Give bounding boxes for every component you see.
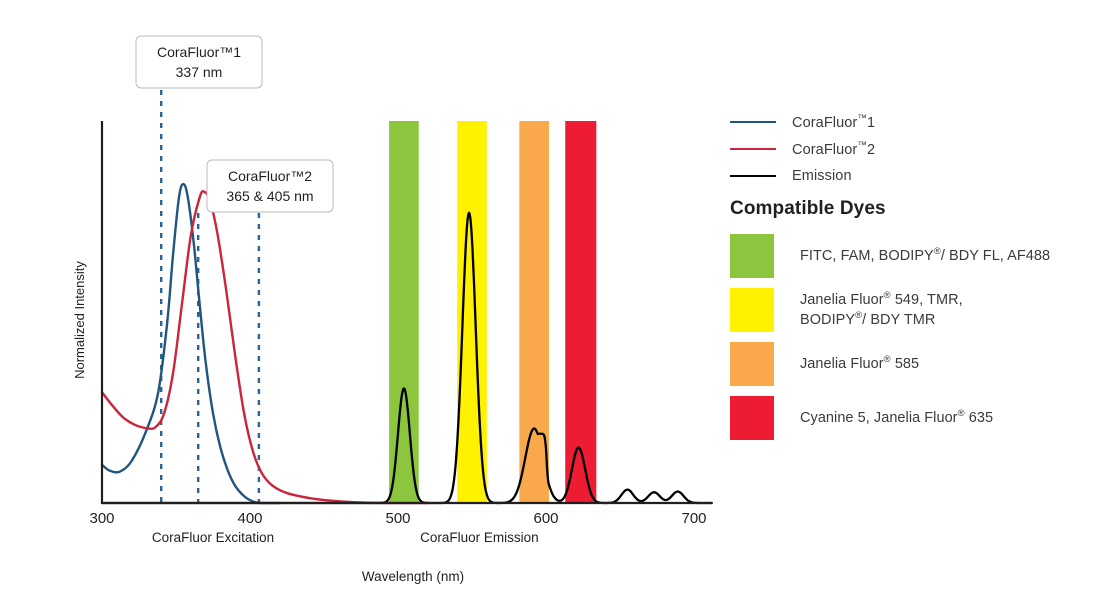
x-tick-600: 600 xyxy=(533,510,558,527)
curve-corafluor1 xyxy=(100,182,281,505)
legend-label-corafluor1: CoraFluor™1 xyxy=(792,112,876,131)
curve-corafluor2 xyxy=(100,190,429,505)
compatible-dyes-heading: Compatible Dyes xyxy=(730,198,886,219)
dye-label-green: FITC, FAM, BODIPY®/ BDY FL, AF488 xyxy=(800,245,1051,264)
x-tick-300: 300 xyxy=(89,510,114,527)
spectra-chart: 300 400 500 600 700 CoraFluor Excitation Cora… xyxy=(72,35,713,584)
green-band xyxy=(389,121,419,504)
dye-row-green: FITC, FAM, BODIPY®/ BDY FL, AF488 xyxy=(728,234,1110,278)
dye-swatch-orange xyxy=(730,342,774,386)
legend-row-emission: Emission xyxy=(730,162,1100,189)
orange-band xyxy=(519,121,549,504)
legend-panel: CoraFluor™1 CoraFluor™2 Emission Compatibl… xyxy=(728,0,1110,612)
corafluor2-callout-box xyxy=(206,159,334,213)
marker-lines xyxy=(159,90,261,503)
corafluor1-callout: CoraFluor™1 337 nm xyxy=(135,35,263,89)
corafluor1-callout-line1: CoraFluor™1 xyxy=(157,44,241,60)
x-tick-700: 700 xyxy=(681,510,706,527)
dye-swatch-red xyxy=(730,396,774,440)
axis-tick-labels: 300 400 500 600 700 xyxy=(89,510,706,527)
corafluor2-callout-line1: CoraFluor™2 xyxy=(228,168,312,184)
region-caption-excitation: CoraFluor Excitation xyxy=(152,530,274,545)
yellow-band xyxy=(457,121,487,504)
x-tick-500: 500 xyxy=(385,510,410,527)
x-tick-400: 400 xyxy=(237,510,262,527)
region-caption-emission: CoraFluor Emission xyxy=(420,530,539,545)
dye-label-red: Cyanine 5, Janelia Fluor® 635 xyxy=(800,407,994,426)
series-legend: CoraFluor™1 CoraFluor™2 Emission xyxy=(730,108,1100,189)
color-bands xyxy=(389,121,597,504)
corafluor2-callout: CoraFluor™2 365 & 405 nm xyxy=(206,159,334,213)
legend-line-swatch-corafluor1 xyxy=(730,120,776,123)
legend-row-corafluor1: CoraFluor™1 xyxy=(730,108,1100,135)
dye-row-yellow: Janelia Fluor® 549, TMR, BODIPY®/ BDY TMR xyxy=(728,288,1110,332)
corafluor1-callout-box xyxy=(135,35,263,89)
dye-row-orange: Janelia Fluor® 585 xyxy=(728,342,1110,386)
dye-swatch-green xyxy=(730,234,774,278)
legend-line-swatch-emission xyxy=(730,174,776,177)
chart-area: 300 400 500 600 700 CoraFluor Excitation Cora… xyxy=(72,35,713,584)
red-band xyxy=(565,121,597,504)
x-axis-title: Wavelength (nm) xyxy=(362,569,464,584)
callouts: CoraFluor™1 337 nm CoraFluor™2 365 & 405 nm xyxy=(135,35,334,213)
dye-label-yellow: Janelia Fluor® 549, TMR, BODIPY®/ BDY TMR xyxy=(800,289,963,328)
region-captions: CoraFluor Excitation CoraFluor Emission xyxy=(152,530,539,545)
legend-line-swatch-corafluor2 xyxy=(730,147,776,150)
legend-row-corafluor2: CoraFluor™2 xyxy=(730,135,1100,162)
corafluor1-callout-line2: 337 nm xyxy=(176,64,223,80)
compatible-dyes-list: FITC, FAM, BODIPY®/ BDY FL, AF488 Janelia… xyxy=(728,234,1110,450)
dye-label-orange: Janelia Fluor® 585 xyxy=(800,353,920,372)
dye-row-red: Cyanine 5, Janelia Fluor® 635 xyxy=(728,396,1110,440)
dye-swatch-yellow xyxy=(730,288,774,332)
legend-label-emission: Emission xyxy=(792,167,852,184)
legend-label-corafluor2: CoraFluor™2 xyxy=(792,139,876,158)
corafluor2-callout-line2: 365 & 405 nm xyxy=(226,188,313,204)
chart-axes xyxy=(100,121,712,505)
y-axis-title: Normalized Intensity xyxy=(72,261,87,379)
